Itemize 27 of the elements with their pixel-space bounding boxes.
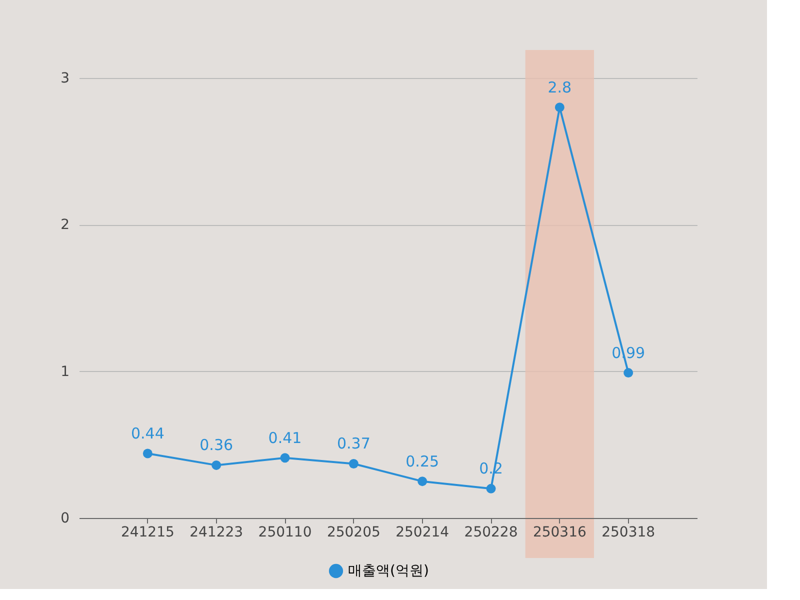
x-tick-label: 250214: [396, 524, 450, 540]
x-tick-label: 250228: [464, 524, 518, 540]
y-tick-label: 0: [60, 510, 70, 526]
x-tick-label: 241223: [190, 524, 244, 540]
point: [142, 448, 152, 458]
y-tick-label: 2: [60, 217, 70, 234]
point: [554, 102, 564, 112]
y-tick-label: 1: [60, 364, 70, 380]
data-label: 0.25: [406, 452, 440, 470]
data-label: 0.37: [336, 434, 370, 453]
point: [212, 460, 222, 470]
point: [348, 459, 358, 468]
x-tick-label: 250318: [602, 524, 656, 540]
point: [280, 453, 290, 463]
y-tick-label: 3: [60, 70, 70, 86]
legend-label: 매출액(억원): [348, 563, 429, 579]
data-label: 2.8: [548, 78, 572, 96]
x-tick-label: 250110: [258, 524, 312, 540]
data-label: 0.44: [130, 424, 164, 442]
point: [418, 476, 428, 486]
x-tick-label: 250205: [326, 524, 380, 540]
point: [486, 484, 496, 494]
x-tick-label: 250316: [532, 524, 586, 540]
point: [624, 368, 634, 378]
data-label: 0.36: [200, 436, 234, 454]
data-label: 0.41: [268, 428, 302, 447]
x-tick-label: 241215: [120, 524, 174, 540]
